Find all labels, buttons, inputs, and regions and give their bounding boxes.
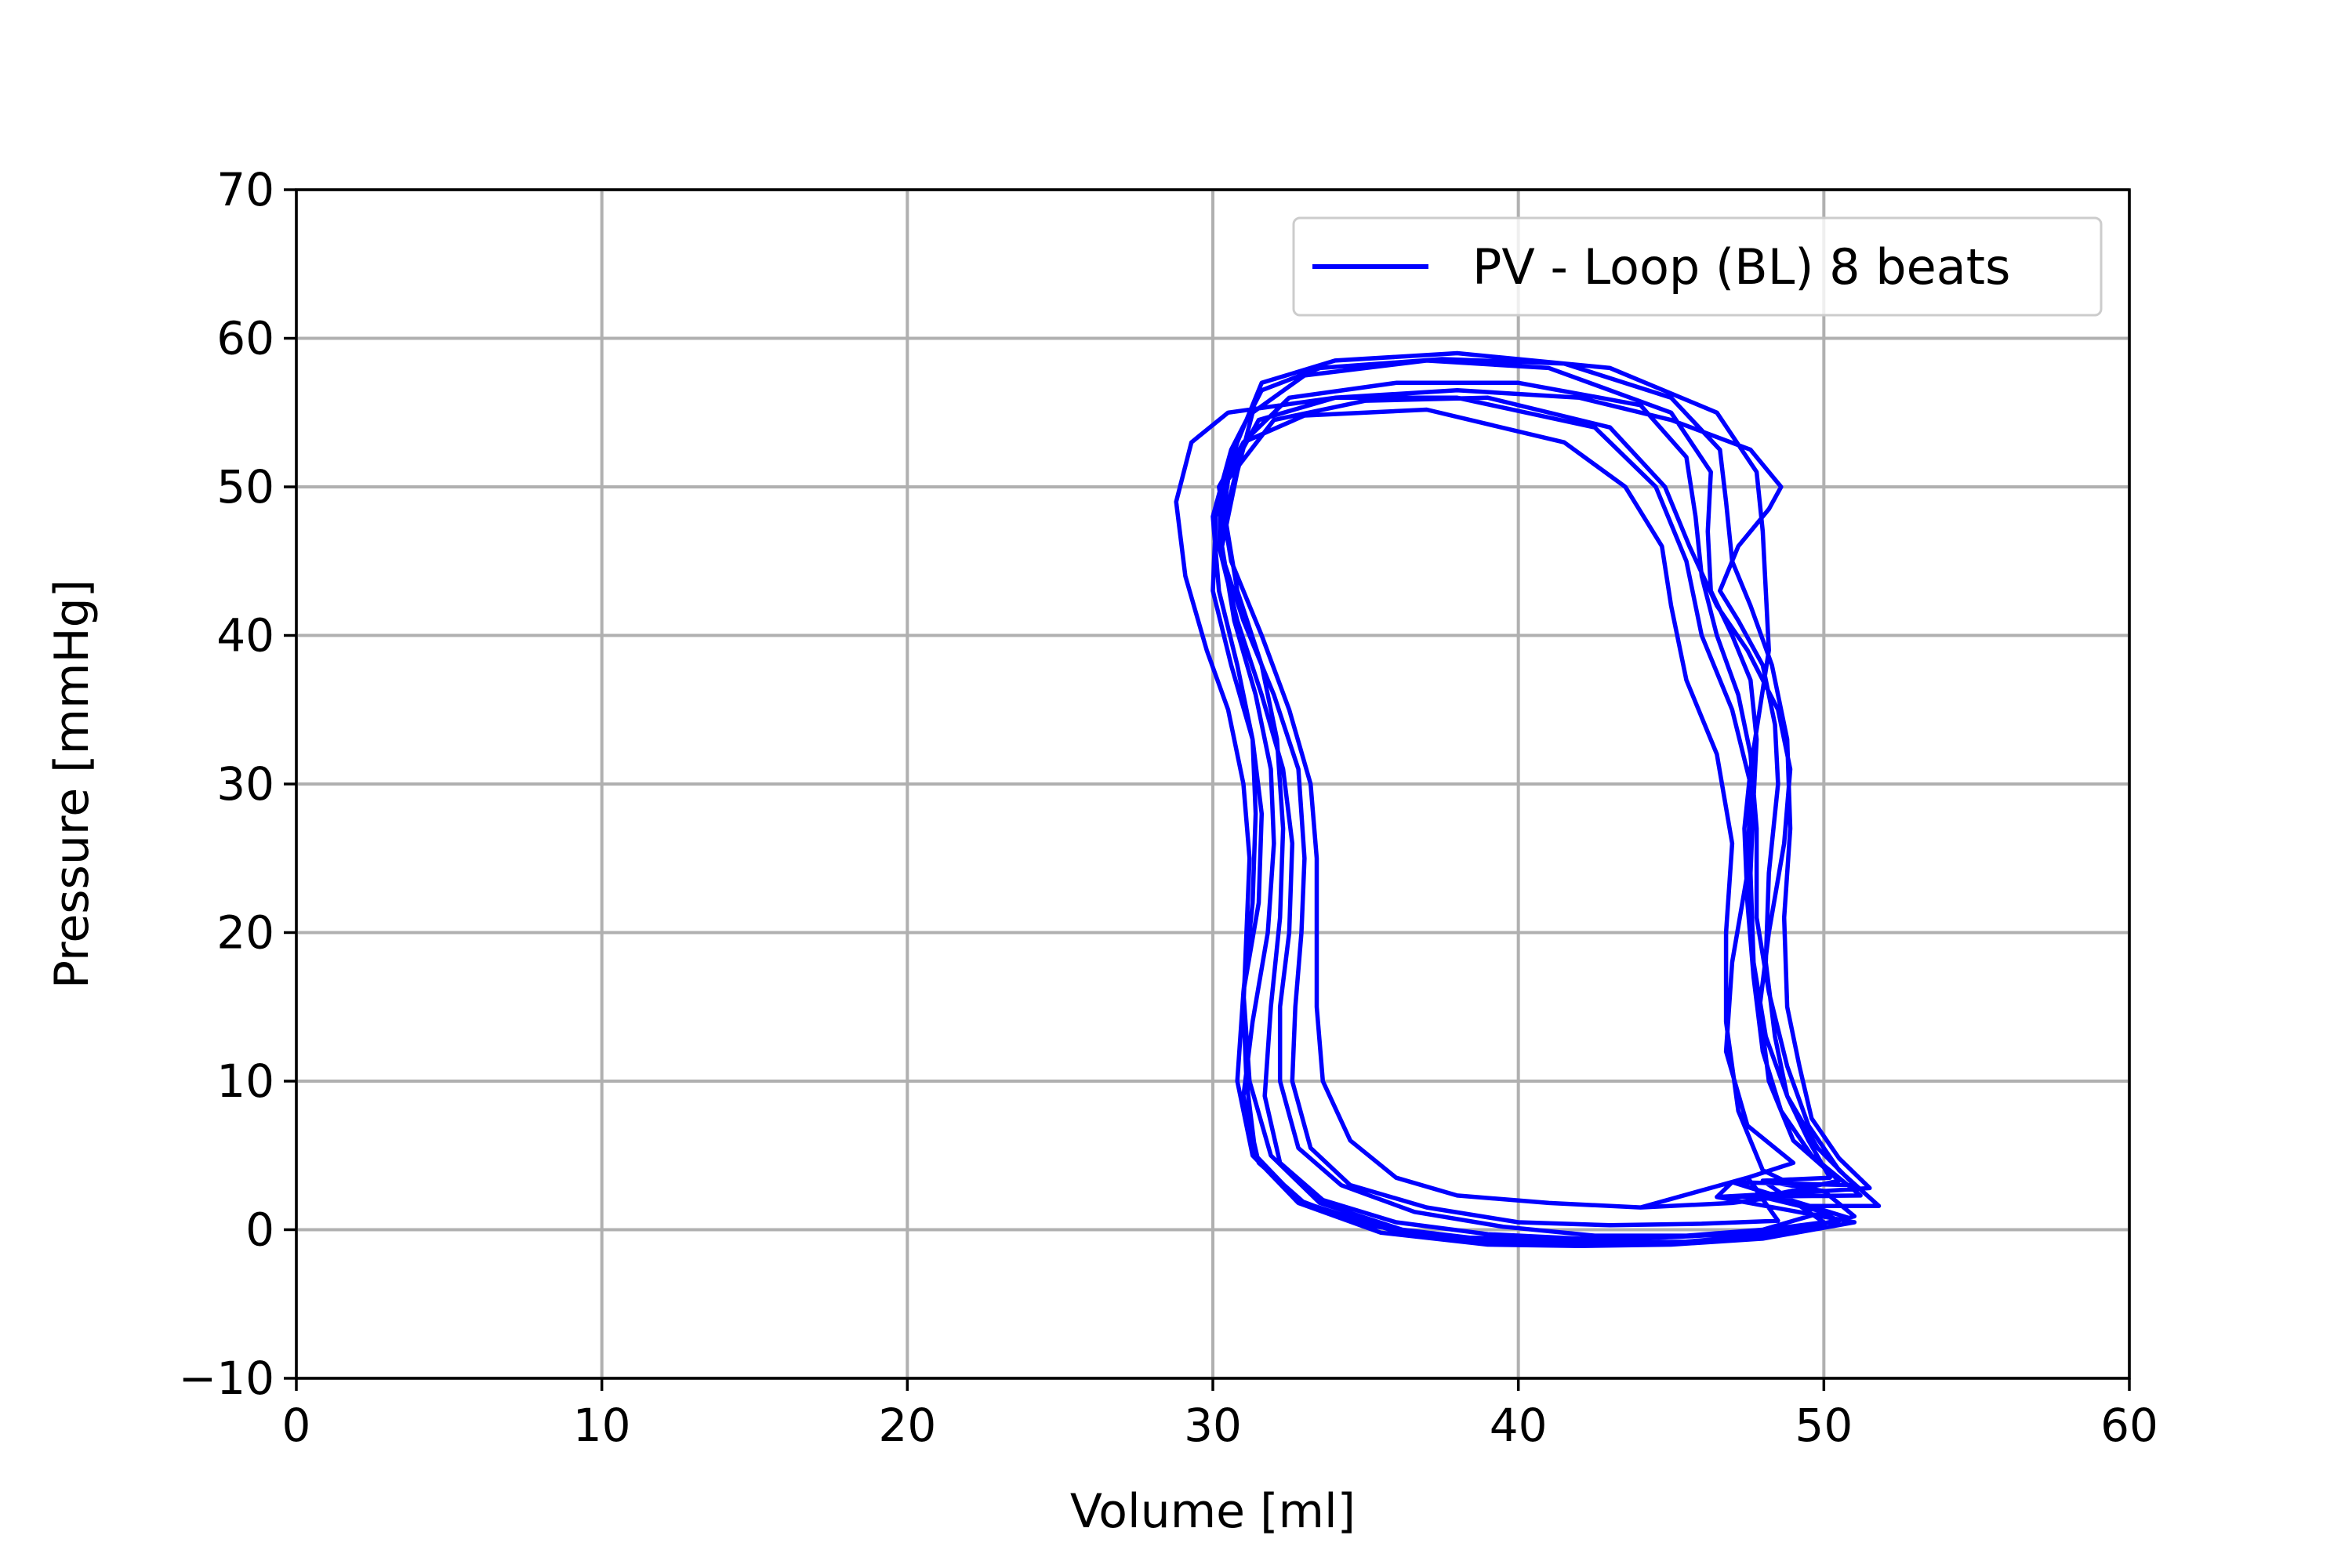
y-axis-label: Pressure [mmHg]: [45, 579, 100, 989]
x-tick-label: 20: [878, 1399, 936, 1452]
y-tick-label: 40: [216, 609, 274, 662]
legend-label: PV - Loop (BL) 8 beats: [1472, 238, 2010, 296]
y-tick-label: −10: [179, 1352, 274, 1405]
x-tick-label: 30: [1184, 1399, 1242, 1452]
y-tick-label: 30: [216, 757, 274, 811]
legend-box: [1292, 216, 2103, 317]
legend: PV - Loop (BL) 8 beats: [1292, 216, 2103, 317]
y-tick-label: 20: [216, 906, 274, 960]
y-tick-label: 70: [216, 163, 274, 216]
x-tick-label: 50: [1795, 1399, 1853, 1452]
y-tick-label: 60: [216, 312, 274, 365]
plot-area: [1174, 350, 1882, 1249]
x-tick-label: 60: [2100, 1399, 2158, 1452]
x-axis-label: Volume [ml]: [1070, 1484, 1356, 1539]
y-tick-label: 0: [245, 1203, 274, 1257]
pv-loop-series-line: [1174, 350, 1882, 1249]
x-tick-label: 0: [282, 1399, 311, 1452]
y-tick-label: 50: [216, 460, 274, 514]
x-tick-label: 10: [573, 1399, 631, 1452]
x-tick-label: 40: [1490, 1399, 1548, 1452]
y-tick-label: 10: [216, 1054, 274, 1108]
